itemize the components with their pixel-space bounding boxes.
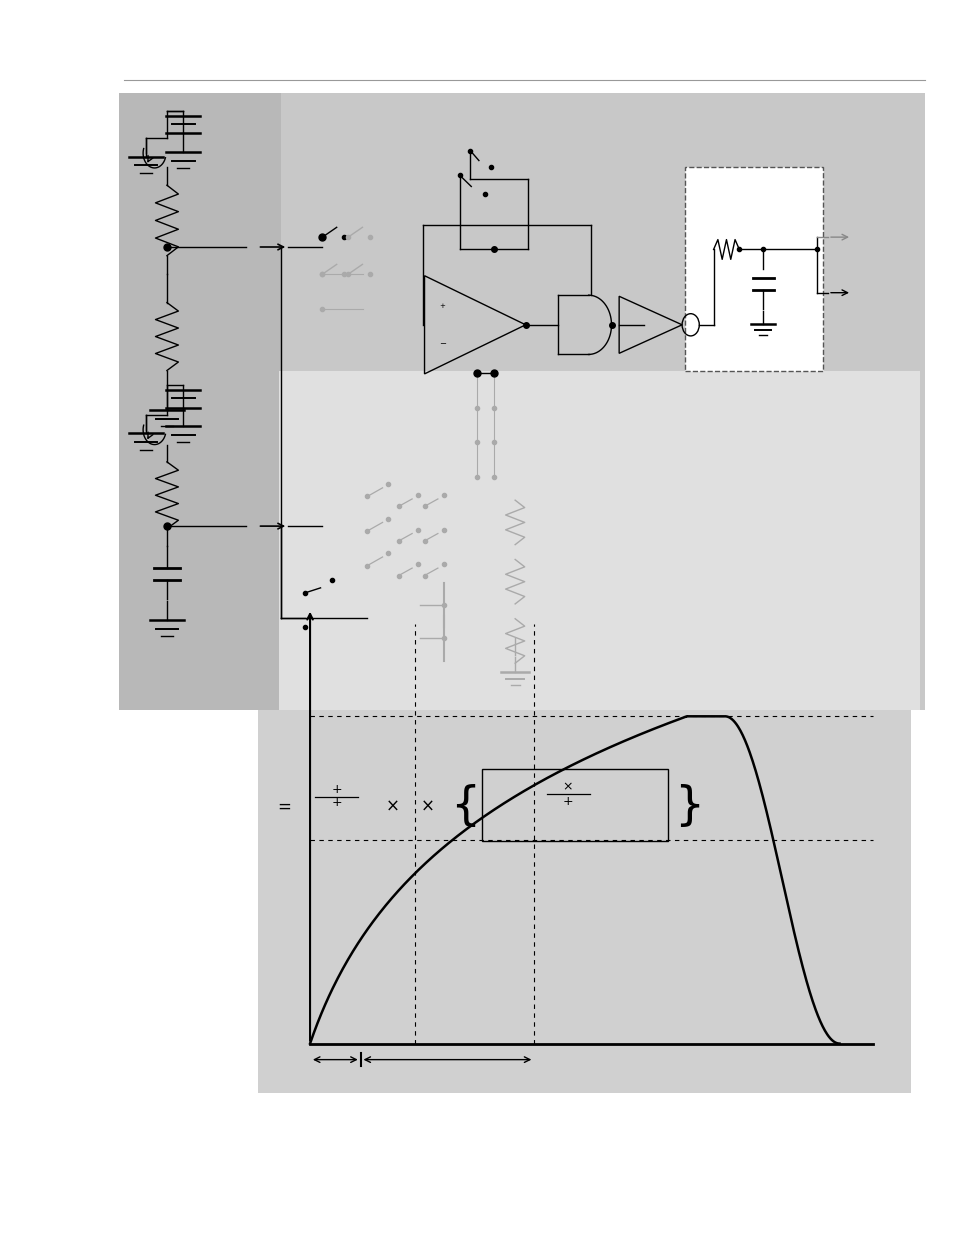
Text: =: = (277, 798, 291, 815)
Bar (481, 769, 667, 841)
Text: +: + (331, 783, 342, 795)
Text: ×: × (420, 798, 434, 815)
Bar (684, 167, 822, 370)
Text: +: + (438, 304, 445, 310)
Text: +: + (331, 797, 342, 809)
Text: {: { (450, 784, 480, 829)
Bar (257, 587, 910, 1093)
Bar (278, 370, 919, 710)
Text: ×: × (386, 798, 399, 815)
Text: +: + (561, 795, 573, 808)
Text: ×: × (561, 781, 573, 793)
Text: }: } (673, 784, 703, 829)
Bar (119, 93, 281, 710)
Bar (119, 93, 924, 710)
Text: −: − (438, 338, 445, 347)
